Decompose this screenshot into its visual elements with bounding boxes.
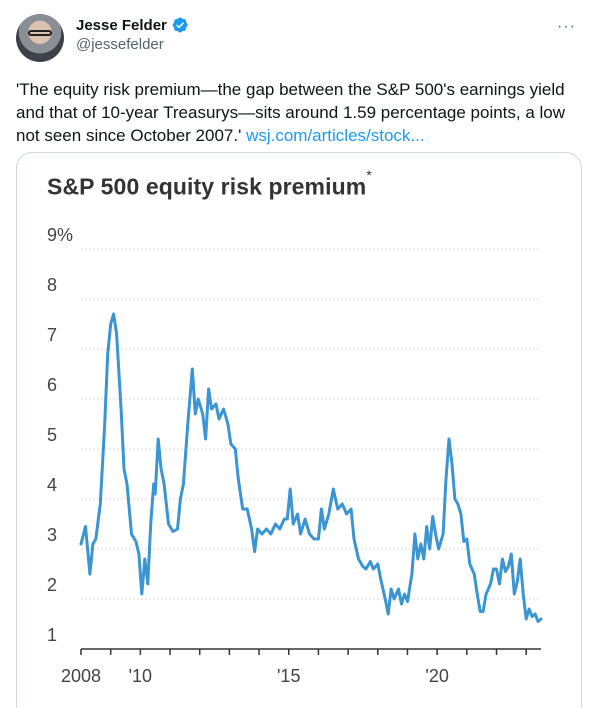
y-tick-label: 8: [47, 275, 57, 295]
display-name[interactable]: Jesse Felder: [76, 16, 167, 34]
series-line: [79, 312, 543, 623]
tweet-text: 'The equity risk premium—the gap between…: [16, 78, 582, 147]
media-card[interactable]: S&P 500 equity risk premium* 9% 8 7 6 5 4 3 2 1 2…: [16, 152, 582, 708]
y-tick-label: 7: [47, 325, 57, 345]
y-tick-label: 1: [47, 625, 57, 645]
chart-title: S&P 500 equity risk premium*: [47, 167, 372, 201]
verified-badge-icon: [172, 17, 188, 33]
tweet-body: 'The equity risk premium—the gap between…: [16, 80, 566, 145]
article-link[interactable]: wsj.com/articles/stock...: [246, 126, 425, 145]
avatar[interactable]: [16, 14, 64, 62]
tweet-header: Jesse Felder @jessefelder ···: [16, 12, 580, 62]
x-tick-label: '15: [277, 666, 300, 686]
author-info: Jesse Felder @jessefelder: [76, 16, 189, 53]
x-tick-label: 2008: [61, 666, 101, 686]
more-options-icon[interactable]: ···: [557, 18, 576, 35]
line-chart: 9% 8 7 6 5 4 3 2 1 2008 '10 '15 '20: [47, 225, 543, 686]
y-tick-label: 2: [47, 575, 57, 595]
y-tick-label: 5: [47, 425, 57, 445]
y-tick-label: 6: [47, 375, 57, 395]
chart-title-mark: *: [366, 167, 372, 183]
handle[interactable]: @jessefelder: [76, 36, 164, 53]
chart-title-text: S&P 500 equity risk premium: [47, 173, 367, 200]
y-tick-label: 4: [47, 475, 57, 495]
x-tick-label: '10: [129, 666, 152, 686]
x-tick-label: '20: [425, 666, 448, 686]
y-tick-label: 9%: [47, 225, 73, 245]
y-tick-label: 3: [47, 525, 57, 545]
name-row: Jesse Felder: [76, 16, 189, 34]
